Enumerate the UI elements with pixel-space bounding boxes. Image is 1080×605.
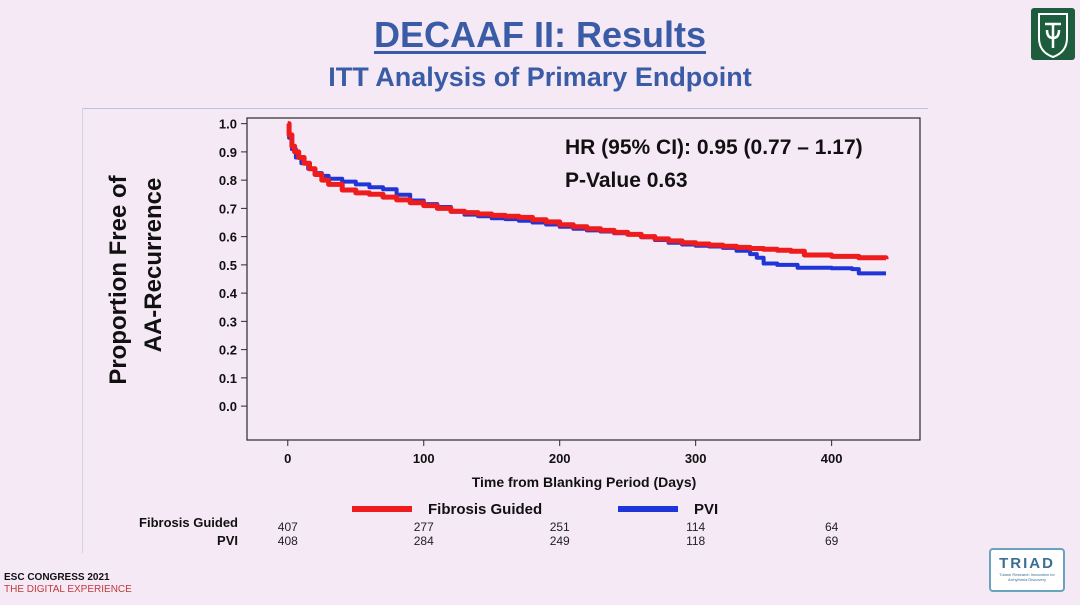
x-axis-label: Time from Blanking Period (Days) [472, 474, 697, 490]
x-tick-label: 200 [549, 451, 571, 466]
y-tick-label: 0.4 [219, 286, 238, 301]
legend-label-pvi: PVI [694, 500, 719, 518]
risk-row-label-fibrosis: Fibrosis Guided [139, 515, 238, 530]
left-rule [82, 108, 83, 553]
slide-subtitle: ITT Analysis of Primary Endpoint [328, 62, 752, 92]
y-tick-label: 0.1 [219, 371, 237, 386]
legend-fibrosis: Fibrosis Guided [352, 498, 542, 520]
series-line-fibrosis-guided [286, 121, 889, 261]
risk-count: 277 [413, 520, 434, 534]
risk-count: 249 [549, 534, 570, 548]
slide-title: DECAAF II: Results [373, 14, 707, 55]
y-tick-label: 0.0 [219, 399, 237, 414]
congress-line2: THE DIGITAL EXPERIENCE [4, 584, 132, 595]
title-divider [82, 108, 928, 109]
congress-line1: ESC CONGRESS 2021 [4, 572, 110, 583]
esc-congress-footer: ESC CONGRESS 2021 THE DIGITAL EXPERIENCE [4, 572, 132, 596]
y-tick-label: 0.2 [219, 343, 237, 358]
y-tick-label: 0.3 [219, 314, 237, 329]
x-tick-label: 100 [413, 451, 435, 466]
y-tick-label: 0.9 [219, 145, 237, 160]
p-value-annotation: P-Value 0.63 [565, 169, 688, 192]
plot-frame [246, 117, 921, 441]
risk-count: 69 [824, 534, 839, 548]
risk-count: 251 [549, 520, 570, 534]
y-axis-label-line1: Proportion Free of [105, 174, 132, 384]
tulane-shield-icon [1031, 8, 1075, 60]
legend-swatch-pvi [618, 506, 678, 512]
risk-count: 407 [277, 520, 298, 534]
hazard-ratio-annotation: HR (95% CI): 0.95 (0.77 – 1.17) [565, 136, 863, 159]
x-tick-label: 0 [284, 451, 291, 466]
risk-count: 118 [686, 534, 706, 548]
risk-count: 408 [277, 534, 298, 548]
y-axis-label-line2: AA-Recurrence [140, 178, 167, 353]
risk-row-label-pvi: PVI [217, 533, 238, 548]
risk-count: 114 [686, 520, 706, 534]
triad-logo-text: TRIAD [999, 555, 1055, 572]
x-tick-label: 300 [685, 451, 707, 466]
x-tick-label: 400 [821, 451, 843, 466]
triad-logo: TRIAD Tulane Research Innovation for Arr… [989, 548, 1065, 592]
y-tick-label: 0.8 [219, 173, 237, 188]
y-tick-label: 0.6 [219, 230, 237, 245]
risk-count: 64 [824, 520, 839, 534]
y-tick-label: 1.0 [219, 117, 237, 132]
y-tick-label: 0.5 [219, 258, 237, 273]
triad-logo-subtext: Tulane Research Innovation for Arrhythmi… [999, 572, 1055, 582]
legend-swatch-fibrosis [352, 506, 412, 512]
risk-count: 284 [413, 534, 434, 548]
legend-label-fibrosis: Fibrosis Guided [428, 500, 543, 518]
legend-pvi: PVI [618, 498, 718, 520]
y-tick-label: 0.7 [219, 201, 237, 216]
